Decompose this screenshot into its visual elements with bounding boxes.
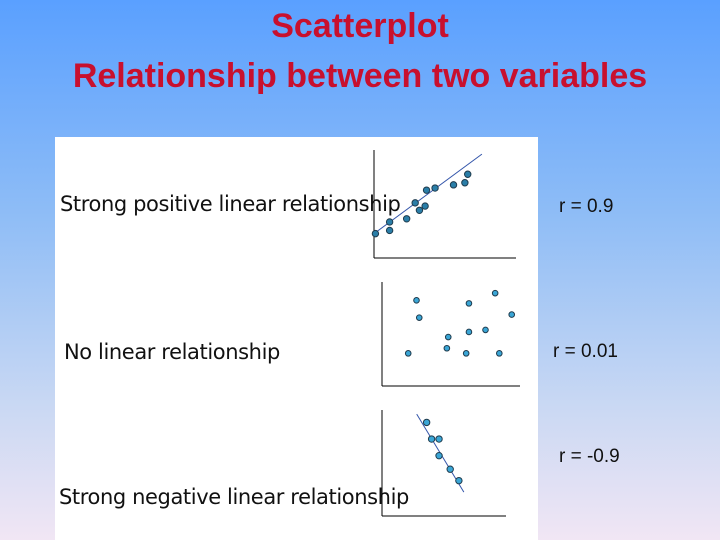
data-point: [465, 328, 473, 336]
data-point: [422, 418, 431, 427]
data-point: [461, 179, 469, 187]
data-point: [415, 206, 424, 214]
label-strong-positive: Strong positive linear relationship: [60, 192, 401, 216]
data-point: [404, 350, 412, 357]
slide-title-line1: Scatterplot: [271, 7, 449, 45]
data-point: [415, 314, 423, 321]
data-point: [491, 289, 499, 297]
chart-panel: [55, 137, 538, 540]
data-point: [508, 311, 516, 318]
data-point: [411, 199, 419, 207]
data-point: [385, 226, 394, 235]
data-point: [427, 435, 436, 443]
data-point: [371, 229, 380, 238]
data-point: [443, 344, 451, 352]
r-value-positive: r = 0.9: [559, 196, 614, 217]
data-point: [465, 300, 473, 307]
scatterplot-none: [381, 282, 520, 387]
slide-title-line2: Relationship between two variables: [72, 57, 648, 95]
data-point: [455, 476, 463, 485]
data-point: [422, 186, 431, 194]
data-point: [385, 218, 394, 226]
scatterplot-negative: [381, 410, 506, 517]
label-no-linear: No linear relationship: [64, 340, 280, 364]
data-point: [449, 181, 458, 189]
data-point: [435, 451, 443, 460]
data-point: [464, 170, 472, 178]
data-point: [496, 350, 503, 357]
data-point: [444, 333, 452, 341]
scatterplot-positive: [371, 150, 516, 259]
data-point: [435, 435, 443, 443]
r-value-negative: r = -0.9: [559, 446, 620, 467]
data-point: [421, 202, 429, 210]
data-point: [402, 215, 411, 223]
r-value-none: r = 0.01: [553, 341, 618, 362]
label-strong-negative: Strong negative linear relationship: [59, 485, 409, 509]
data-point: [446, 465, 454, 473]
data-point: [413, 297, 420, 304]
data-point: [482, 326, 489, 334]
data-point: [462, 350, 470, 357]
data-point: [431, 184, 439, 192]
